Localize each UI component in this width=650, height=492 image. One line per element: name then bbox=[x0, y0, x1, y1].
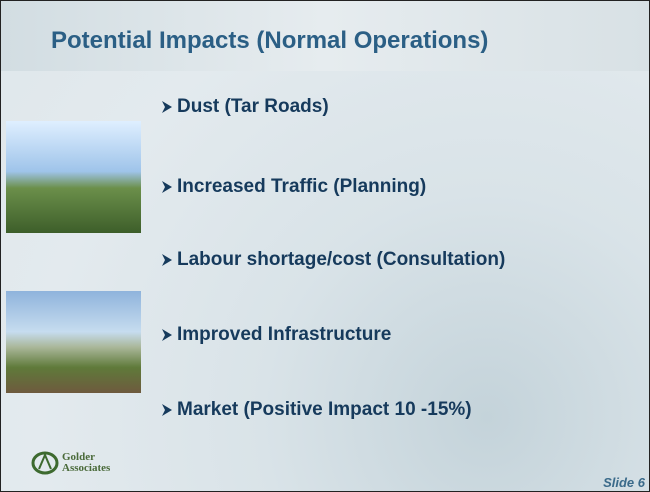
bullet-item: Market (Positive Impact 10 -15%) bbox=[161, 399, 472, 421]
photo bbox=[6, 121, 141, 233]
slide-title: Potential Impacts (Normal Operations) bbox=[51, 27, 488, 55]
bullet-text: Improved Infrastructure bbox=[177, 324, 391, 345]
bullet-arrow bbox=[161, 100, 173, 114]
bullet-text: Market (Positive Impact 10 -15%) bbox=[177, 399, 472, 420]
photo bbox=[6, 291, 141, 393]
bullet-arrow bbox=[161, 253, 173, 267]
bullet-item: Improved Infrastructure bbox=[161, 324, 391, 346]
slide: Potential Impacts (Normal Operations) Du… bbox=[0, 0, 650, 492]
bullet-item: Increased Traffic (Planning) bbox=[161, 176, 426, 198]
slide-number: Slide 6 bbox=[603, 475, 645, 490]
logo-mark bbox=[31, 451, 59, 475]
bullet-arrow bbox=[161, 328, 173, 342]
bullet-text: Increased Traffic (Planning) bbox=[177, 176, 426, 197]
bullet-item: Labour shortage/cost (Consultation) bbox=[161, 249, 505, 271]
bullet-text: Dust (Tar Roads) bbox=[177, 96, 329, 117]
bullet-arrow bbox=[161, 403, 173, 417]
bullet-arrow bbox=[161, 180, 173, 194]
logo-text: Associates bbox=[62, 463, 110, 474]
bullet-text: Labour shortage/cost (Consultation) bbox=[177, 249, 505, 270]
bullet-item: Dust (Tar Roads) bbox=[161, 96, 329, 118]
